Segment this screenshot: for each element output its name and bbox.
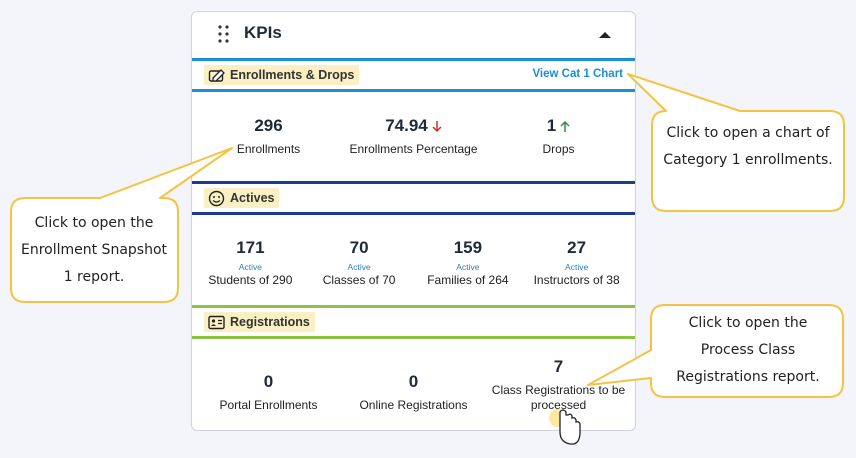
kpi-value: 171 — [236, 238, 265, 257]
kpi-label: Enrollments Percentage — [349, 142, 478, 156]
kpi-label: Enrollments — [236, 142, 301, 156]
kpi-value-wrap: 27 — [567, 238, 586, 258]
kpi[interactable]: 7 Class Registrations to be processed — [486, 339, 631, 413]
callout-text: Click to open the Enrollment Snapshot 1 … — [20, 215, 168, 285]
kpi[interactable]: 1 Drops — [486, 92, 631, 157]
kpi-value: 159 — [453, 238, 483, 257]
kpi-section: Actives 171 Active Students of 290 70 Active C… — [192, 181, 635, 305]
kpi-value-wrap: 0 — [264, 372, 273, 392]
kpi-label: Online Registrations — [359, 398, 468, 412]
section-tag: Actives — [204, 188, 280, 208]
kpi-label: Portal Enrollments — [219, 398, 318, 412]
kpi-label: Drops — [542, 142, 575, 156]
kpi-value: 0 — [408, 372, 419, 391]
sections: Enrollments & Drops View Cat 1 Chart 296 En… — [192, 58, 635, 430]
kpi-value-wrap: 1 — [547, 116, 570, 136]
kpi[interactable]: 70 Active Classes of 70 — [305, 215, 414, 288]
kpi-value: 27 — [567, 238, 587, 257]
kpi[interactable]: 159 Active Families of 264 — [414, 215, 523, 288]
trend-arrow — [432, 120, 442, 132]
callout-text: Click to open a chart of Category 1 enro… — [663, 125, 833, 168]
section-header: Enrollments & Drops View Cat 1 Chart — [192, 61, 635, 89]
section-title: Registrations — [230, 315, 310, 329]
section-icon — [208, 190, 225, 206]
kpi-label: Instructors of 38 — [533, 273, 620, 287]
kpi-value: 0 — [263, 372, 274, 391]
collapse-caret[interactable] — [597, 29, 613, 41]
kpi-section: Enrollments & Drops View Cat 1 Chart 296 En… — [192, 58, 635, 181]
kpi-value-wrap: 159 — [454, 238, 482, 258]
kpi-value-wrap: 70 — [350, 238, 369, 258]
kpi-value: 1 — [546, 116, 557, 135]
section-link[interactable]: View Cat 1 Chart — [532, 68, 623, 80]
section-tag: Enrollments & Drops — [204, 65, 360, 85]
widget-title: KPIs — [244, 23, 282, 42]
section-header: Registrations — [192, 308, 635, 336]
section-header: Actives — [192, 184, 635, 212]
drag-handle[interactable] — [216, 24, 236, 48]
kpi-label: Students of 290 — [208, 273, 293, 287]
section-rule — [192, 212, 635, 215]
kpi-section: Registrations 0 Portal Enrollments 0 Online … — [192, 305, 635, 430]
section-tag: Registrations — [204, 312, 315, 332]
section-rule — [192, 58, 635, 61]
kpi[interactable]: 296 Enrollments — [196, 92, 341, 157]
section-icon — [208, 68, 225, 82]
section-icon — [208, 315, 225, 329]
kpi[interactable]: 0 Online Registrations — [341, 339, 486, 413]
section-title: Actives — [230, 191, 275, 205]
kpi-value-wrap: 74.94 — [385, 116, 442, 136]
kpi-sublabel: Active — [238, 262, 262, 272]
kpi-row: 0 Portal Enrollments 0 Online Registrations… — [192, 339, 635, 430]
kpi[interactable]: 74.94 Enrollments Percentage — [341, 92, 486, 157]
kpi-label: Class Registrations to be processed — [491, 383, 626, 412]
kpi-sublabel: Active — [456, 262, 480, 272]
kpi-sublabel: Active — [347, 262, 371, 272]
kpi[interactable]: 27 Active Instructors of 38 — [522, 215, 631, 288]
section-rule — [192, 336, 635, 339]
kpi-value-wrap: 171 — [236, 238, 264, 258]
kpi-value: 7 — [553, 357, 564, 376]
trend-arrow — [560, 120, 570, 132]
kpi-value: 296 — [254, 116, 283, 135]
kpi-label: Classes of 70 — [322, 273, 396, 287]
section-rule — [192, 89, 635, 92]
kpi[interactable]: 171 Active Students of 290 — [196, 215, 305, 288]
kpi-value: 70 — [349, 238, 369, 257]
section-rule — [192, 181, 635, 184]
section-title: Enrollments & Drops — [230, 68, 355, 82]
callout-text: Click to open the Process Class Registra… — [676, 315, 820, 385]
widget-header: KPIs — [192, 12, 635, 58]
kpi[interactable]: 0 Portal Enrollments — [196, 339, 341, 413]
section-rule — [192, 305, 635, 308]
kpi-row: 171 Active Students of 290 70 Active Classes … — [192, 215, 635, 305]
kpi-row: 296 Enrollments 74.94 Enrollments Percentag… — [192, 92, 635, 181]
kpi-value-wrap: 0 — [409, 372, 418, 392]
kpi-sublabel: Active — [565, 262, 589, 272]
kpi-label: Families of 264 — [427, 273, 509, 287]
kpi-widget: KPIs Enrollments & Drops View Cat 1 Chart… — [191, 11, 636, 431]
kpi-value-wrap: 7 — [554, 357, 563, 377]
kpi-value: 74.94 — [385, 116, 428, 135]
kpi-value-wrap: 296 — [254, 116, 282, 136]
